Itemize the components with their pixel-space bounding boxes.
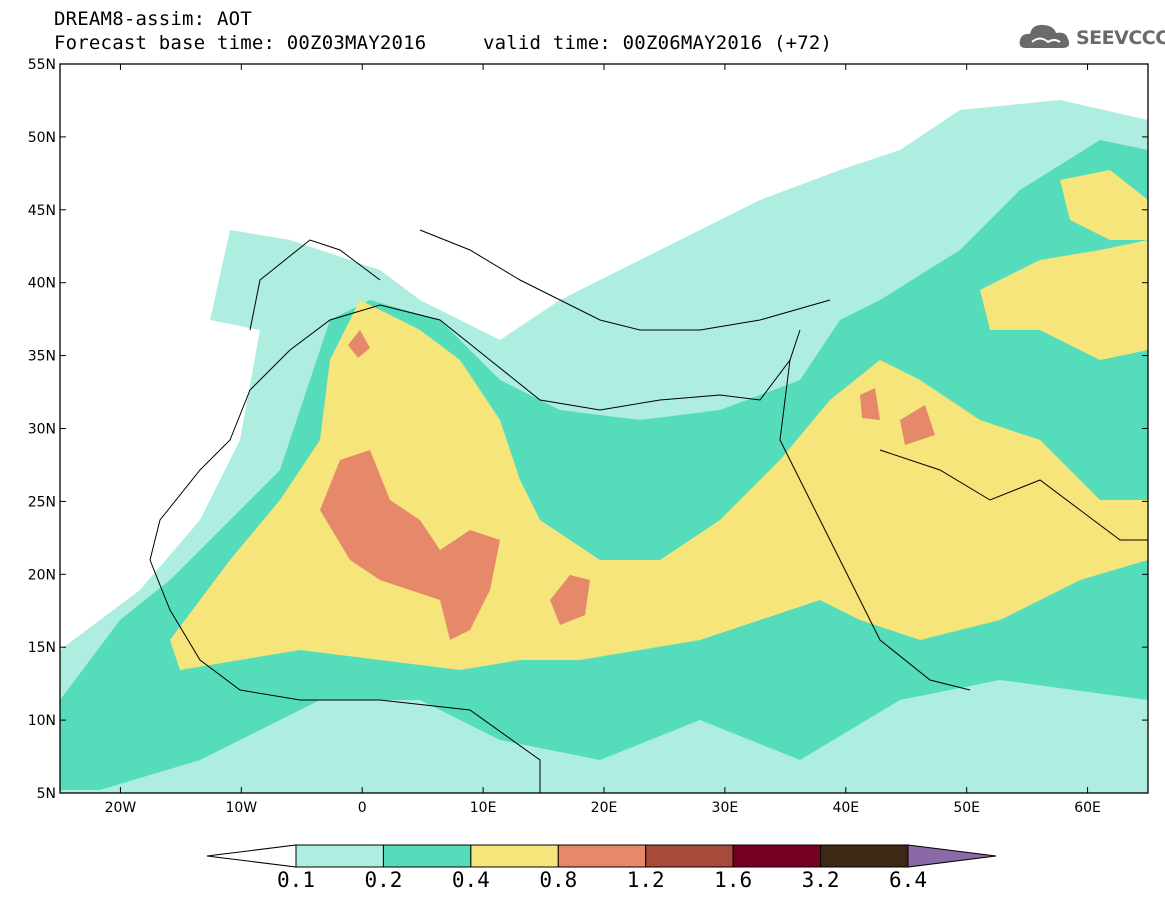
aot-0.8-chad-region — [550, 575, 590, 625]
colorbar-label: 3.2 — [801, 868, 840, 892]
lon-label: 40E — [832, 800, 859, 816]
colorbar-above-arrow — [907, 844, 997, 868]
aot-0.8-sahara-region — [320, 450, 500, 640]
forecast-base-time: Forecast base time: 00Z03MAY2016 — [54, 32, 427, 54]
lon-label: 30E — [712, 800, 739, 816]
colorbar-label: 0.4 — [451, 868, 490, 892]
cloud-icon — [1019, 24, 1070, 48]
aot-0.8-iraq-region — [860, 388, 935, 445]
lat-label: 25N — [28, 494, 56, 510]
colorbar — [206, 844, 997, 868]
lat-label: 45N — [28, 203, 56, 219]
lat-label: 30N — [28, 422, 56, 438]
aot-0.4-caspian-region — [1060, 170, 1148, 240]
colorbar-label: 1.2 — [626, 868, 665, 892]
lon-label: 20E — [591, 800, 618, 816]
seevccc-logo: SEEVCCC — [1018, 20, 1165, 54]
colorbar-label: 6.4 — [889, 868, 927, 892]
lon-label: 60E — [1074, 800, 1101, 816]
aot-0.8-atlas-region — [348, 330, 370, 358]
colorbar-label: 0.8 — [539, 868, 578, 892]
colorbar-box — [732, 844, 822, 868]
lat-label: 5N — [37, 786, 56, 802]
colorbar-box — [645, 844, 734, 868]
aot-fields — [60, 64, 1148, 793]
axis-ticks: 55N 50N 45N 40N 35N 30N 25N 20N 15N 10N 5N 20W 10W 0 1… — [28, 57, 1148, 816]
lat-label: 50N — [28, 130, 56, 146]
lat-label: 20N — [28, 567, 56, 583]
colorbar-below-arrow — [206, 844, 297, 868]
valid-time: valid time: 00Z06MAY2016 (+72) — [483, 32, 833, 54]
lat-label: 35N — [28, 349, 56, 365]
lat-label: 40N — [28, 276, 56, 292]
lon-label: 10E — [470, 800, 497, 816]
colorbar-label: 0.2 — [364, 868, 403, 892]
logo-text: SEEVCCC — [1076, 27, 1165, 49]
aot-0.4-east-region — [980, 240, 1148, 360]
lat-label: 10N — [28, 713, 56, 729]
lat-label: 55N — [28, 57, 56, 73]
lon-label: 20W — [105, 800, 137, 816]
colorbar-box — [470, 844, 559, 868]
map-title: DREAM8-assim: AOT — [54, 8, 252, 30]
colorbar-box — [557, 844, 647, 868]
colorbar-label: 1.6 — [714, 868, 753, 892]
colorbar-box — [820, 844, 909, 868]
coastlines — [149, 229, 1148, 793]
lat-label: 15N — [28, 640, 56, 656]
lon-label: 0 — [358, 800, 367, 816]
lon-label: 10W — [225, 800, 257, 816]
colorbar-box — [295, 844, 384, 868]
lon-label: 50E — [953, 800, 980, 816]
colorbar-label: 0.1 — [277, 868, 315, 892]
colorbar-boxes — [295, 844, 909, 868]
colorbar-box — [382, 844, 472, 868]
